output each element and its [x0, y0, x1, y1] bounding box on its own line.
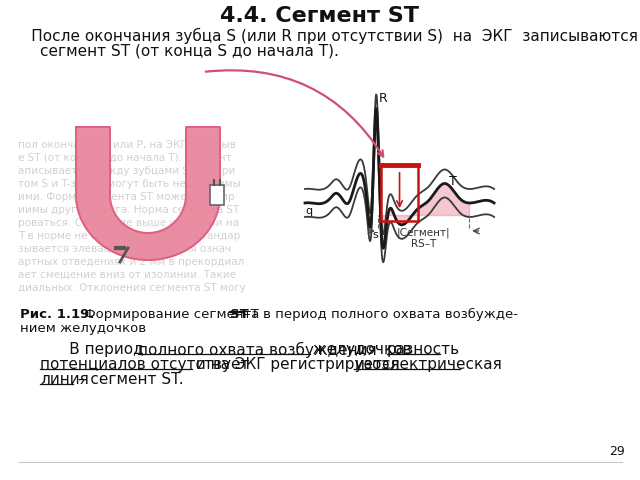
Text: роваться. Смещение выше изолинии на: роваться. Смещение выше изолинии на	[18, 218, 239, 228]
Text: разность: разность	[387, 342, 460, 357]
Text: ает смещение вниз от изолинии. Такие: ает смещение вниз от изолинии. Такие	[18, 270, 236, 280]
Text: артных отведениях и 2 мм в прекордиал: артных отведениях и 2 мм в прекордиал	[18, 257, 244, 267]
Text: нием желудочков: нием желудочков	[20, 322, 146, 335]
Text: аписывается между зубцами S и T. При: аписывается между зубцами S и T. При	[18, 166, 236, 176]
Text: изоэлектрическая: изоэлектрическая	[354, 357, 502, 372]
Text: сегмент ST (от конца S до начала T).: сегмент ST (от конца S до начала T).	[40, 43, 339, 58]
Text: 4.4. Сегмент ST: 4.4. Сегмент ST	[221, 6, 419, 26]
Text: потенциалов отсутствует: потенциалов отсутствует	[40, 357, 250, 372]
Text: –T в период полного охвата возбужде-: –T в период полного охвата возбужде-	[244, 308, 518, 321]
Text: ими. Форма сегмента ST может варьир: ими. Форма сегмента ST может варьир	[18, 192, 235, 202]
Text: пол окончания S или Р, на ЭКГ записыв: пол окончания S или Р, на ЭКГ записыв	[18, 140, 236, 150]
Text: зывается элевацией. Депрессия означ: зывается элевацией. Депрессия означ	[18, 244, 231, 254]
Text: Формирование сегмента: Формирование сегмента	[80, 308, 264, 321]
Text: линия: линия	[40, 372, 89, 387]
Text: R: R	[379, 93, 388, 106]
Text: полного охвата возбуждения: полного охвата возбуждения	[138, 342, 377, 358]
Text: |Сегмент|: |Сегмент|	[397, 228, 451, 239]
Text: желудочков: желудочков	[308, 342, 417, 357]
Text: s: s	[372, 230, 378, 240]
Text: е ST (от конца S до начала T). Сегмент: е ST (от конца S до начала T). Сегмент	[18, 153, 232, 163]
Text: q: q	[306, 206, 313, 216]
Bar	[210, 185, 224, 205]
Bar	[381, 165, 418, 221]
Text: иимы друг от друга. Норма сегмента ST: иимы друг от друга. Норма сегмента ST	[18, 205, 239, 215]
Text: В период: В период	[40, 342, 148, 357]
Polygon shape	[76, 127, 220, 260]
Text: RS–T: RS–T	[411, 239, 436, 249]
Text: Т в норме не превышает 1 мм в стандар: Т в норме не превышает 1 мм в стандар	[18, 231, 240, 241]
Text: диальных. Отклонения сегмента ST могу: диальных. Отклонения сегмента ST могу	[18, 283, 246, 293]
Text: T: T	[449, 175, 456, 188]
Text: том S и T-зубцы могут быть неотличимы: том S и T-зубцы могут быть неотличимы	[18, 179, 241, 189]
Text: и на ЭКГ регистрируется: и на ЭКГ регистрируется	[191, 357, 404, 372]
Text: После окончания зубца S (или R при отсутствии S)  на  ЭКГ  записываются: После окончания зубца S (или R при отсут…	[2, 28, 638, 44]
Text: 29: 29	[609, 445, 625, 458]
Text: – сегмент ST.: – сегмент ST.	[73, 372, 183, 387]
Text: ST: ST	[230, 308, 249, 321]
Text: Рис. 1.19.: Рис. 1.19.	[20, 308, 94, 321]
